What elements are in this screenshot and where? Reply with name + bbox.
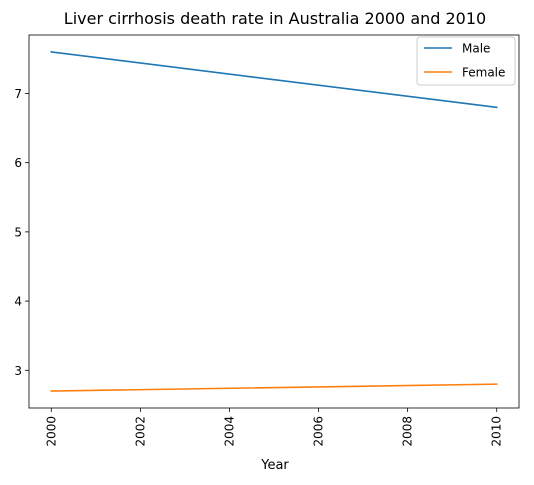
x-tick-label: 2010 xyxy=(490,416,504,447)
legend: Male Female xyxy=(416,36,516,86)
y-axis: 3 4 5 6 7 xyxy=(14,87,29,378)
x-tick-label: 2002 xyxy=(133,416,147,447)
chart-title: Liver cirrhosis death rate in Australia … xyxy=(64,9,486,28)
legend-label-male: Male xyxy=(462,42,490,56)
legend-box xyxy=(416,36,516,86)
series-line-male xyxy=(50,51,498,109)
y-tick-label: 7 xyxy=(14,87,22,101)
y-tick-label: 3 xyxy=(14,364,22,378)
x-tick-label: 2000 xyxy=(44,416,58,447)
x-tick-label: 2008 xyxy=(401,416,415,447)
x-tick-label: 2004 xyxy=(222,416,236,447)
series-line-female xyxy=(50,383,498,392)
series-layer xyxy=(50,51,498,392)
y-tick-label: 6 xyxy=(14,156,22,170)
x-axis-label: Year xyxy=(260,458,289,473)
x-tick-label: 2006 xyxy=(312,416,326,447)
x-axis: 2000 2002 2004 2006 2008 2010 xyxy=(44,408,504,447)
legend-label-female: Female xyxy=(462,66,505,80)
plot-frame xyxy=(28,34,520,409)
y-tick-label: 5 xyxy=(14,225,22,239)
y-tick-label: 4 xyxy=(14,295,22,309)
